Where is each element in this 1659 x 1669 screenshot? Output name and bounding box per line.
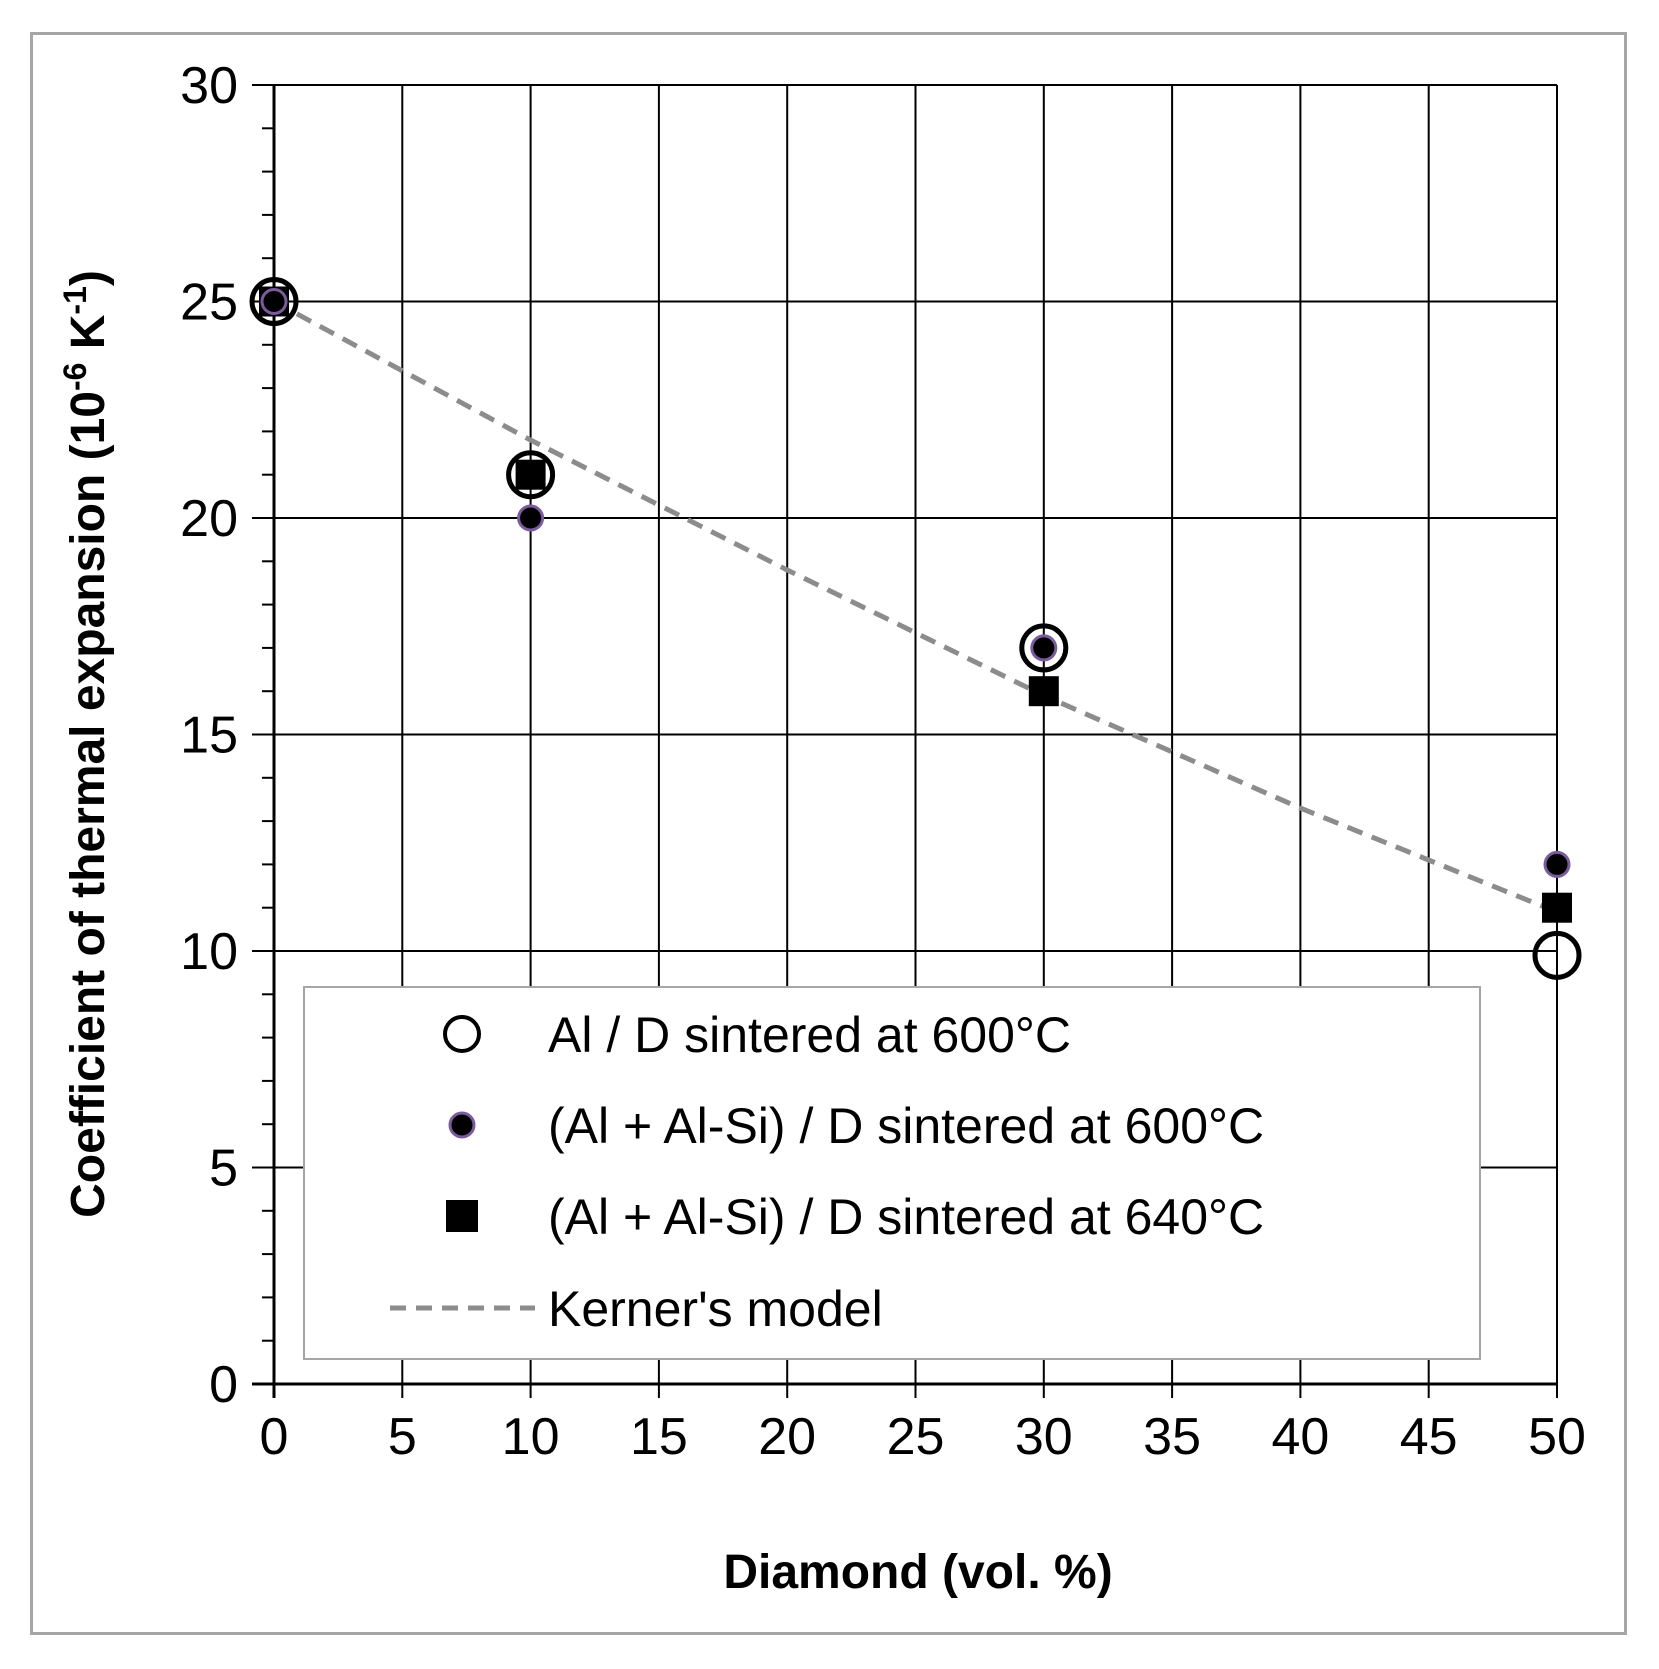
x-tick-label-35: 35 <box>1143 1408 1201 1466</box>
x-tick-label-0: 0 <box>260 1408 289 1466</box>
axes <box>252 84 1558 1398</box>
filled-square-point-50 <box>1542 892 1572 923</box>
y-tick-label-10: 10 <box>180 923 238 981</box>
open-circle-point-0 <box>249 277 299 326</box>
filled-square-point-10 <box>515 459 546 490</box>
x-tick-label-50: 50 <box>1528 1408 1586 1466</box>
open-circle-point-10 <box>506 450 556 500</box>
x-tick-label-15: 15 <box>630 1408 688 1466</box>
y-axis-title: Coefficient of thermal expansion (10-6 K… <box>57 270 115 1218</box>
tick-labels: 0 5 10 15 20 25 30 35 40 45 50 0 5 10 15 20 25 30 <box>180 57 1586 1466</box>
legend-item-1: Al / D sintered at 600°C <box>443 1007 1071 1063</box>
y-axis-title-sup1: -6 <box>57 363 93 391</box>
kerner-model-line <box>272 299 1558 915</box>
legend-item-2-label: (Al + Al-Si) / D sintered at 600°C <box>548 1098 1264 1154</box>
y-axis-title-close: ) <box>62 270 115 286</box>
legend-item-3-label: (Al + Al-Si) / D sintered at 640°C <box>548 1189 1264 1245</box>
legend-box <box>303 986 1481 1360</box>
x-tick-label-20: 20 <box>758 1408 816 1466</box>
y-axis-title-unit: K <box>62 314 115 362</box>
y-tick-label-5: 5 <box>209 1140 238 1198</box>
legend-item-4: Kerner's model <box>390 1281 883 1337</box>
x-tick-label-30: 30 <box>1015 1408 1073 1466</box>
filled-circle-point-0 <box>260 288 288 315</box>
filled-circle-point-30 <box>1030 634 1058 662</box>
filled-square-point-30 <box>1028 676 1059 707</box>
x-tick-label-10: 10 <box>502 1408 560 1466</box>
kerner-model-series <box>272 299 1558 915</box>
x-tick-label-25: 25 <box>887 1408 945 1466</box>
legend-item-2-marker <box>448 1111 476 1139</box>
legend-item-2: (Al + Al-Si) / D sintered at 600°C <box>448 1098 1264 1154</box>
x-tick-label-45: 45 <box>1400 1408 1458 1466</box>
x-tick-label-5: 5 <box>388 1408 417 1466</box>
filled-circle-point-50 <box>1543 850 1571 878</box>
open-circle-point-50 <box>1532 930 1582 980</box>
y-axis-title-sup2: -1 <box>57 286 93 314</box>
legend-item-4-label: Kerner's model <box>548 1281 883 1337</box>
legend-item-1-label: Al / D sintered at 600°C <box>548 1007 1071 1063</box>
y-tick-label-0: 0 <box>209 1356 238 1414</box>
legend: Al / D sintered at 600°C (Al + Al-Si) / D… <box>303 986 1481 1360</box>
x-tick-label-40: 40 <box>1271 1408 1329 1466</box>
filled-circle-point-10 <box>517 504 545 532</box>
legend-item-3: (Al + Al-Si) / D sintered at 640°C <box>446 1189 1264 1245</box>
y-tick-label-20: 20 <box>180 490 238 548</box>
y-axis-title-main: Coefficient of thermal expansion (10 <box>62 391 115 1218</box>
y-tick-label-25: 25 <box>180 274 238 332</box>
data-points <box>249 277 1582 980</box>
y-tick-label-30: 30 <box>180 57 238 115</box>
y-tick-label-15: 15 <box>180 707 238 765</box>
legend-item-3-marker <box>446 1200 478 1232</box>
open-circle-point-30 <box>1019 623 1069 673</box>
legend-item-1-marker <box>443 1015 481 1053</box>
x-axis-title: Diamond (vol. %) <box>723 1546 1112 1599</box>
